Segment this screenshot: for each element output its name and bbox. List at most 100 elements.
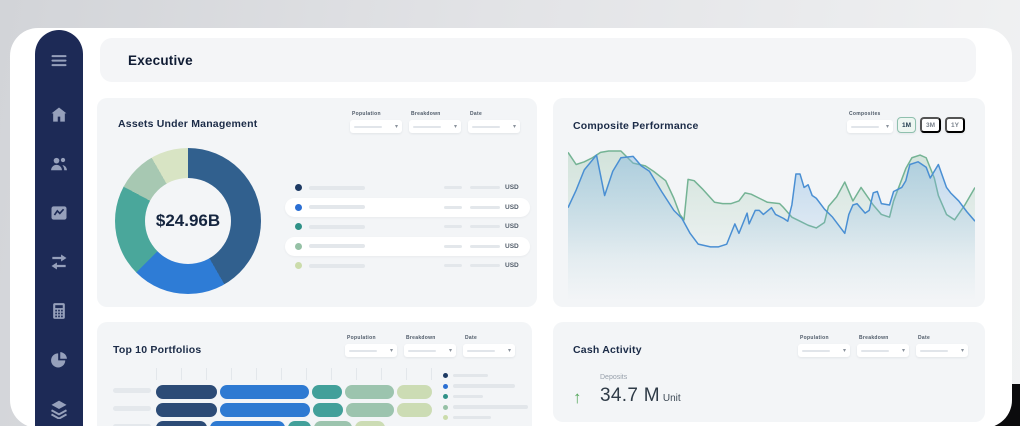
population-dropdown[interactable]: ▾ (350, 120, 402, 133)
bar-segment (355, 421, 385, 426)
bar-segment (210, 421, 285, 426)
chevron-down-icon: ▾ (389, 347, 393, 354)
top10-axis-ticks (156, 368, 432, 380)
date-dropdown[interactable]: ▾ (916, 344, 968, 357)
legend-usd-label: USD (505, 203, 519, 211)
legend-amount-placeholder (470, 225, 500, 229)
legend-name-placeholder (309, 205, 365, 210)
chevron-down-icon: ▾ (885, 123, 889, 130)
breakdown-dropdown[interactable]: ▾ (404, 344, 456, 357)
menu-icon[interactable] (48, 50, 70, 72)
card-cash-activity: Cash Activity Population ▾ Breakdown ▾ D… (553, 322, 985, 422)
legend-item (443, 404, 528, 410)
legend-row: USD (285, 217, 530, 237)
axis-tick (181, 368, 182, 380)
home-icon[interactable] (48, 104, 70, 126)
axis-tick (431, 368, 432, 380)
bar-segment (156, 385, 217, 399)
transfers-icon[interactable] (48, 251, 70, 273)
top10-legend (443, 373, 528, 426)
population-dropdown[interactable]: ▾ (798, 344, 850, 357)
legend-usd-label: USD (505, 262, 519, 270)
portfolio-chart-icon[interactable] (48, 202, 70, 224)
chevron-down-icon: ▾ (394, 123, 398, 130)
legend-name-placeholder (453, 394, 483, 399)
filter-label: Breakdown (859, 335, 889, 341)
top10-filters: Population ▾ Breakdown ▾ Date ▾ (345, 335, 515, 357)
legend-color-dot (443, 404, 448, 410)
range-button-1y[interactable]: 1Y (945, 117, 965, 133)
bar-segment (312, 403, 344, 417)
chevron-down-icon: ▾ (448, 347, 452, 354)
sidebar-nav (35, 30, 83, 426)
legend-name-placeholder (309, 263, 365, 268)
page-title: Executive (128, 52, 193, 68)
breakdown-dropdown[interactable]: ▾ (409, 120, 461, 133)
bar-segment (156, 403, 218, 417)
page-header: Executive (100, 38, 976, 82)
filter-date: Date ▾ (463, 335, 515, 357)
legend-color-dot (295, 223, 302, 231)
axis-tick (231, 368, 232, 380)
pie-chart-icon[interactable] (48, 349, 70, 371)
legend-color-dot (295, 242, 302, 250)
legend-value-placeholder (444, 186, 462, 190)
dropdown-placeholder (472, 125, 500, 128)
bar-segment (219, 385, 309, 399)
dropdown-placeholder (861, 349, 889, 352)
table-row[interactable] (156, 403, 432, 417)
bar-segment (156, 421, 207, 426)
range-button-1m[interactable]: 1M (896, 117, 917, 133)
row-label-placeholder (113, 388, 151, 393)
table-row[interactable] (156, 385, 433, 399)
axis-tick (206, 368, 207, 380)
layers-icon[interactable] (48, 398, 70, 420)
legend-value-placeholder (444, 244, 462, 248)
deposits-unit: Unit (662, 393, 681, 404)
date-dropdown[interactable]: ▾ (463, 344, 515, 357)
filter-label: Date (918, 335, 931, 341)
legend-color-dot (295, 262, 302, 270)
series-blue-line (568, 154, 975, 248)
card-title: Assets Under Management (118, 118, 258, 130)
filter-population: Population ▾ (350, 111, 402, 133)
aum-legend: USD USD USD USD USD (285, 178, 530, 276)
aum-donut-chart: $24.96B (115, 148, 261, 294)
date-dropdown[interactable]: ▾ (468, 120, 520, 133)
chevron-down-icon: ▾ (842, 347, 846, 354)
row-label-placeholder (113, 406, 151, 411)
card-assets-under-management: Assets Under Management Population ▾ Bre… (97, 98, 537, 307)
axis-tick (281, 368, 282, 380)
population-dropdown[interactable]: ▾ (345, 344, 397, 357)
legend-amount-placeholder (470, 186, 500, 190)
composites-dropdown[interactable]: ▾ (846, 120, 893, 133)
dropdown-placeholder (467, 349, 495, 352)
legend-color-dot (443, 394, 448, 399)
axis-tick (306, 368, 307, 380)
trend-up-icon: ↑ (573, 388, 582, 407)
legend-color-dot (295, 203, 302, 211)
axis-tick (256, 368, 257, 380)
series-blue-area (568, 155, 975, 300)
calculator-icon[interactable] (48, 300, 70, 322)
users-icon[interactable] (48, 153, 70, 175)
deposits-value: 34.7 M (600, 385, 660, 406)
legend-name-placeholder (453, 415, 491, 420)
legend-usd-label: USD (505, 223, 519, 231)
card-title: Top 10 Portfolios (113, 344, 202, 356)
table-row[interactable] (156, 421, 432, 426)
dropdown-placeholder (850, 125, 879, 128)
legend-name-placeholder (453, 405, 528, 409)
chevron-down-icon: ▾ (901, 347, 905, 354)
filter-date: Date ▾ (468, 111, 520, 133)
breakdown-dropdown[interactable]: ▾ (857, 344, 909, 357)
composite-controls: Composites ▾ 1M 3M 1Y (846, 111, 965, 133)
filter-label: Composites (848, 111, 881, 117)
dropdown-placeholder (408, 349, 436, 352)
legend-color-dot (443, 373, 448, 378)
chevron-down-icon: ▾ (453, 123, 457, 130)
filter-breakdown: Breakdown ▾ (404, 335, 456, 357)
cash-filters: Population ▾ Breakdown ▾ Date ▾ (798, 335, 968, 357)
range-button-3m[interactable]: 3M (920, 117, 942, 133)
donut-ring[interactable] (115, 148, 261, 294)
